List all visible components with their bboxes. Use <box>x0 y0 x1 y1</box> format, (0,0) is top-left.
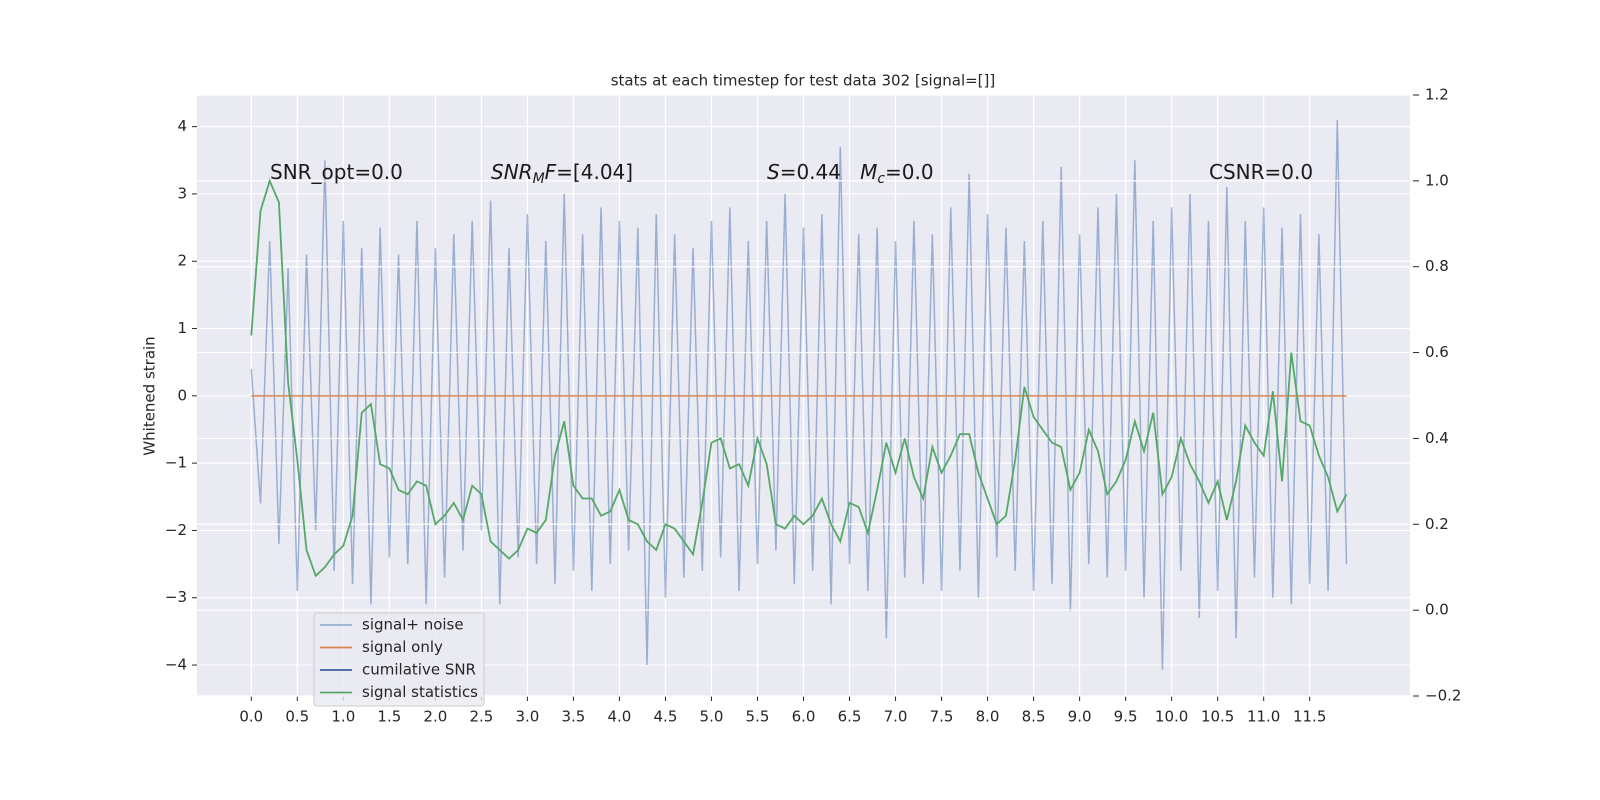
x-tick-label: 0.5 <box>285 708 309 726</box>
y2-tick-label: 0.0 <box>1425 601 1449 619</box>
annotation: S=0.44 Mc=0.0 <box>767 160 934 188</box>
legend-label: cumilative SNR <box>362 661 476 679</box>
annotation: SNRMF=[4.04] <box>491 160 633 188</box>
annotation-part: F <box>545 160 557 184</box>
y-tick-label: 1 <box>177 319 187 337</box>
annotation-part: SNR <box>491 160 533 184</box>
chart-title: stats at each timestep for test data 302… <box>611 72 996 90</box>
x-tick-label: 6.5 <box>838 708 862 726</box>
x-tick-label: 8.0 <box>976 708 1000 726</box>
x-tick-label: 5.5 <box>746 708 770 726</box>
x-tick-label: 11.0 <box>1247 708 1280 726</box>
x-tick-label: 9.0 <box>1068 708 1092 726</box>
legend-label: signal statistics <box>362 683 478 701</box>
annotation-part: S <box>767 160 780 184</box>
y-tick-label: 0 <box>177 386 187 404</box>
annotation-part: c <box>877 171 885 187</box>
y2-tick-label: −0.2 <box>1425 687 1461 705</box>
x-tick-label: 11.5 <box>1293 708 1326 726</box>
x-tick-label: 8.5 <box>1022 708 1046 726</box>
x-tick-label: 2.5 <box>469 708 493 726</box>
legend-label: signal+ noise <box>362 616 464 634</box>
y-tick-label: −3 <box>165 588 187 606</box>
y2-tick-label: 0.2 <box>1425 515 1449 533</box>
y-tick-label: 2 <box>177 252 187 270</box>
annotation: CSNR=0.0 <box>1209 160 1313 184</box>
x-tick-label: 0.0 <box>239 708 263 726</box>
x-tick-label: 10.0 <box>1155 708 1188 726</box>
series-line <box>250 178 1348 578</box>
annotation-part: M <box>860 160 877 184</box>
series-line <box>250 119 1348 670</box>
x-tick-label: 3.0 <box>515 708 539 726</box>
y2-tick-label: 0.6 <box>1425 343 1449 361</box>
x-tick-label: 5.0 <box>700 708 724 726</box>
y-tick-label: 3 <box>177 184 187 202</box>
annotation-part: SNR_opt=0.0 <box>270 160 403 184</box>
y-tick-label: −2 <box>165 521 187 539</box>
x-tick-label: 4.0 <box>608 708 632 726</box>
x-tick-label: 10.5 <box>1201 708 1234 726</box>
y-tick-label: −1 <box>165 454 187 472</box>
y2-tick-label: 0.4 <box>1425 429 1449 447</box>
y2-tick-label: 0.8 <box>1425 257 1449 275</box>
x-tick-label: 9.5 <box>1114 708 1138 726</box>
y2-tick-label: 1.0 <box>1425 171 1449 189</box>
y2-tick-label: 1.2 <box>1425 86 1449 104</box>
y-tick-label: −4 <box>165 656 187 674</box>
annotation-part: CSNR=0.0 <box>1209 160 1313 184</box>
annotation-part: =[4.04] <box>556 160 633 184</box>
annotation-part: =0.44 <box>780 160 860 184</box>
legend-label: signal only <box>362 638 443 656</box>
x-tick-label: 6.0 <box>792 708 816 726</box>
annotation-part: =0.0 <box>885 160 934 184</box>
x-tick-label: 7.5 <box>930 708 954 726</box>
y-axis-label: Whitened strain <box>141 336 159 455</box>
x-tick-label: 1.5 <box>377 708 401 726</box>
x-tick-label: 1.0 <box>331 708 355 726</box>
x-tick-label: 2.0 <box>423 708 447 726</box>
annotation-part: M <box>533 171 545 187</box>
x-tick-label: 4.5 <box>654 708 678 726</box>
x-tick-label: 3.5 <box>561 708 585 726</box>
y-tick-label: 4 <box>177 117 187 135</box>
annotation: SNR_opt=0.0 <box>270 160 403 184</box>
legend-box <box>313 612 485 707</box>
x-tick-label: 7.0 <box>884 708 908 726</box>
